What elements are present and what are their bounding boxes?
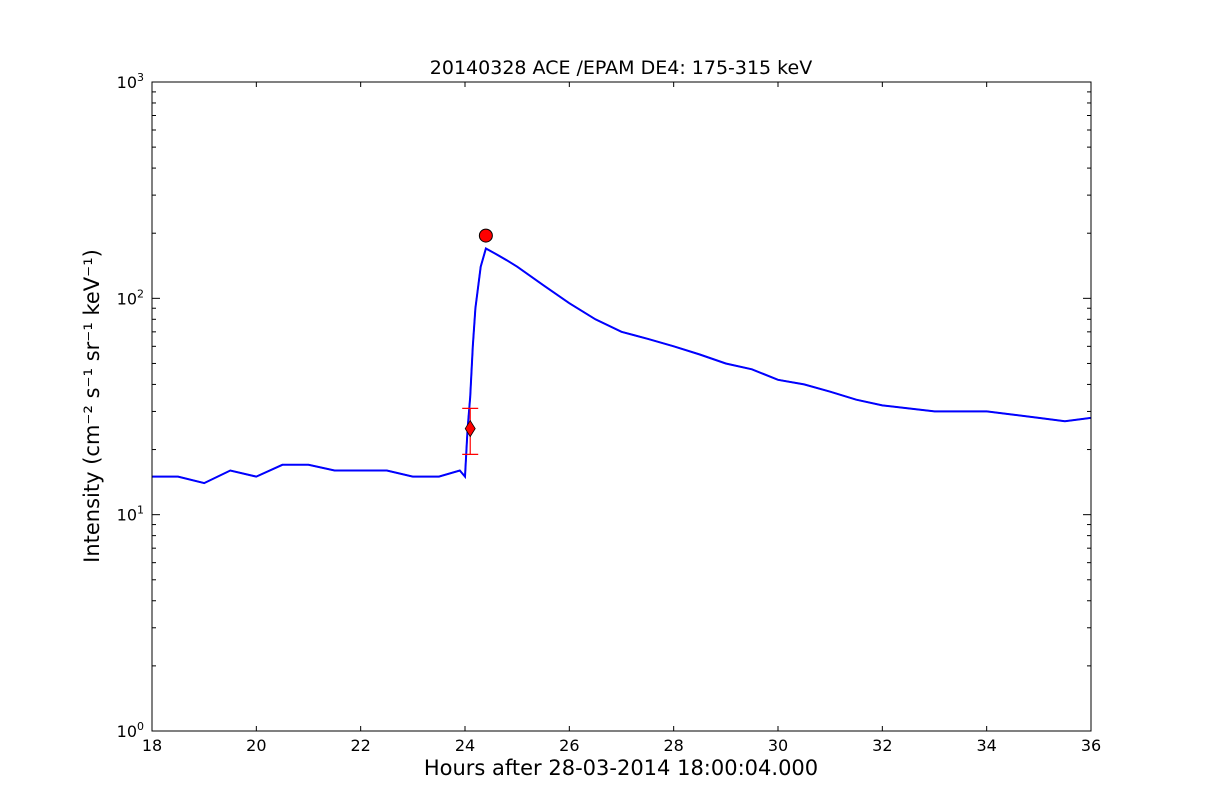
x-tick-label: 28 <box>663 736 683 755</box>
x-tick-label: 36 <box>1081 736 1101 755</box>
marker-layer <box>462 228 493 455</box>
y-tick-label: 103 <box>117 71 144 92</box>
chart-title: 20140328 ACE /EPAM DE4: 175-315 keV <box>430 57 812 79</box>
plot-frame <box>151 81 1092 732</box>
x-tick-label: 32 <box>872 736 892 755</box>
x-tick-label: 26 <box>559 736 579 755</box>
x-tick-label: 34 <box>976 736 996 755</box>
series-layer <box>152 247 1091 485</box>
x-tick-label: 24 <box>455 736 475 755</box>
x-tick-label: 30 <box>768 736 788 755</box>
y-axis-label: Intensity (cm⁻² s⁻¹ sr⁻¹ keV⁻¹) <box>80 249 104 563</box>
x-tick-label: 18 <box>142 736 162 755</box>
peak-marker-circle <box>478 228 493 243</box>
y-tick-label: 102 <box>117 287 144 308</box>
y-tick-label: 100 <box>117 720 144 741</box>
x-axis-label: Hours after 28-03-2014 18:00:04.000 <box>424 756 818 780</box>
x-tick-label: 20 <box>246 736 266 755</box>
tick-label-layer: 18 20 22 24 26 28 30 32 34 36 100 101 102 103 <box>117 71 1102 755</box>
y-tick-label: 101 <box>117 504 144 525</box>
series-line-2 <box>152 247 1091 485</box>
x-tick-label: 22 <box>350 736 370 755</box>
onset-marker-diamond <box>464 419 476 438</box>
